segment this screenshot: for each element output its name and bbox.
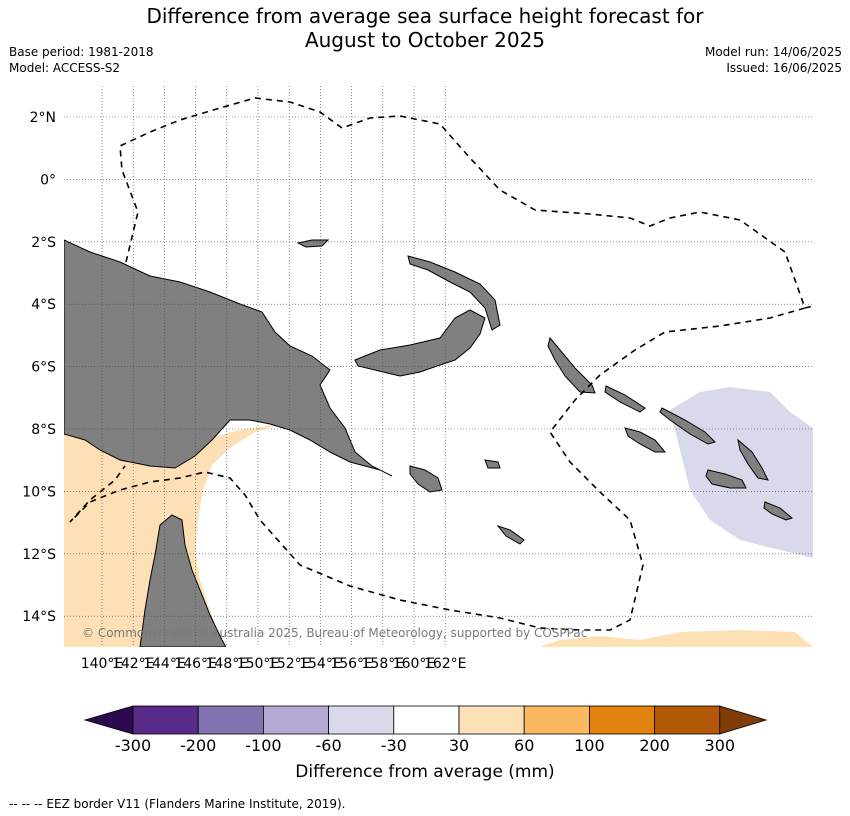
colorbar: -300 -200 -100 -60 -30 30 60 100 200 300 <box>83 705 768 755</box>
colorbar-tick-label: -200 <box>180 736 216 755</box>
lon-tick-label: 162°E <box>424 656 467 672</box>
lat-tick-label: 0° <box>40 172 56 188</box>
title-line-1: Difference from average sea surface heig… <box>146 4 704 28</box>
map-area <box>64 86 813 647</box>
lon-tick-label: 158°E <box>362 656 405 672</box>
base-period: Base period: 1981-2018 <box>9 45 154 59</box>
colorbar-bin <box>328 705 395 735</box>
land-new-georgia <box>624 427 667 453</box>
map-title: Difference from average sea surface heig… <box>0 4 850 52</box>
colorbar-bin <box>458 705 525 735</box>
lon-tick-label: 142°E <box>112 656 155 672</box>
eez-png <box>69 97 807 631</box>
colorbar-tick-label: -30 <box>381 736 407 755</box>
lat-tick-label: 10°S <box>22 484 56 500</box>
lon-tick-label: 148°E <box>206 656 249 672</box>
lat-tick-label: 2°S <box>31 235 56 251</box>
meta-right: Model run: 14/06/2025 Issued: 16/06/2025 <box>705 44 842 76</box>
colorbar-extend-low <box>83 705 134 735</box>
colorbar-tick-label: 60 <box>514 736 534 755</box>
latitude-labels: 2°N 0° 2°S 4°S 6°S 8°S 10°S 12°S 14°S <box>22 110 56 625</box>
colorbar-bin <box>262 705 329 735</box>
land-new-britain <box>354 309 486 377</box>
land-guadalcanal <box>705 469 747 489</box>
lat-tick-label: 8°S <box>31 422 56 438</box>
lat-tick-label: 14°S <box>22 609 56 625</box>
colorbar-bin <box>523 705 590 735</box>
eez-solomons <box>804 305 813 309</box>
gridlines <box>64 86 813 647</box>
colorbar-bin <box>654 705 721 735</box>
lat-tick-label: 2°N <box>30 110 56 126</box>
lon-tick-label: 156°E <box>330 656 373 672</box>
colorbar-tick-label: 200 <box>639 736 670 755</box>
lon-tick-label: 146°E <box>174 656 217 672</box>
lon-tick-label: 140°E <box>81 656 124 672</box>
colorbar-tick-label: -100 <box>245 736 281 755</box>
lon-tick-label: 160°E <box>393 656 436 672</box>
colorbar-tick-label: 30 <box>449 736 469 755</box>
colorbar-label: Difference from average (mm) <box>295 762 555 782</box>
lon-tick-label: 144°E <box>143 656 186 672</box>
land-choiseul <box>604 385 646 413</box>
lon-tick-label: 152°E <box>268 656 311 672</box>
lat-tick-label: 4°S <box>31 297 56 313</box>
colorbar-bin <box>132 705 199 735</box>
colorbar-tick-label: -60 <box>316 736 342 755</box>
lat-tick-label: 6°S <box>31 360 56 376</box>
land-bougainville <box>547 336 596 394</box>
land-new-ireland <box>407 255 501 331</box>
land-manus <box>296 239 330 248</box>
lon-tick-label: 154°E <box>299 656 342 672</box>
land-santa-isabel <box>659 407 716 445</box>
eez-footnote: -- -- -- EEZ border V11 (Flanders Marine… <box>9 797 346 811</box>
land-louisiade <box>496 524 525 545</box>
land-woodlark <box>484 459 501 469</box>
model-run: Model run: 14/06/2025 <box>704 45 842 59</box>
meta-left: Base period: 1981-2018 Model: ACCESS-S2 <box>9 44 154 76</box>
land-cape-york <box>139 514 227 647</box>
title-line-2: August to October 2025 <box>304 28 546 52</box>
colorbar-extend-high <box>719 705 768 735</box>
anomaly-negative-region <box>670 387 813 558</box>
model-name: Model: ACCESS-S2 <box>9 61 121 75</box>
land-makira <box>763 501 794 521</box>
anomaly-positive-south <box>540 630 813 647</box>
lat-tick-label: 12°S <box>22 547 56 563</box>
lon-tick-label: 150°E <box>237 656 280 672</box>
land-dentrecasteaux <box>409 465 443 493</box>
colorbar-tick-label: 100 <box>574 736 605 755</box>
longitude-labels: 140°E142°E144°E146°E148°E150°E152°E154°E… <box>81 656 467 672</box>
colorbar-bin <box>393 705 460 735</box>
land-malaita <box>737 438 769 481</box>
land-new-guinea <box>64 239 393 477</box>
colorbar-bin <box>589 705 656 735</box>
issued-date: Issued: 16/06/2025 <box>726 61 842 75</box>
colorbar-bin <box>197 705 264 735</box>
colorbar-tick-label: 300 <box>705 736 736 755</box>
colorbar-tick-label: -300 <box>115 736 151 755</box>
copyright-text: © Commonwealth of Australia 2025, Bureau… <box>82 626 587 640</box>
eez-borders <box>69 97 813 631</box>
